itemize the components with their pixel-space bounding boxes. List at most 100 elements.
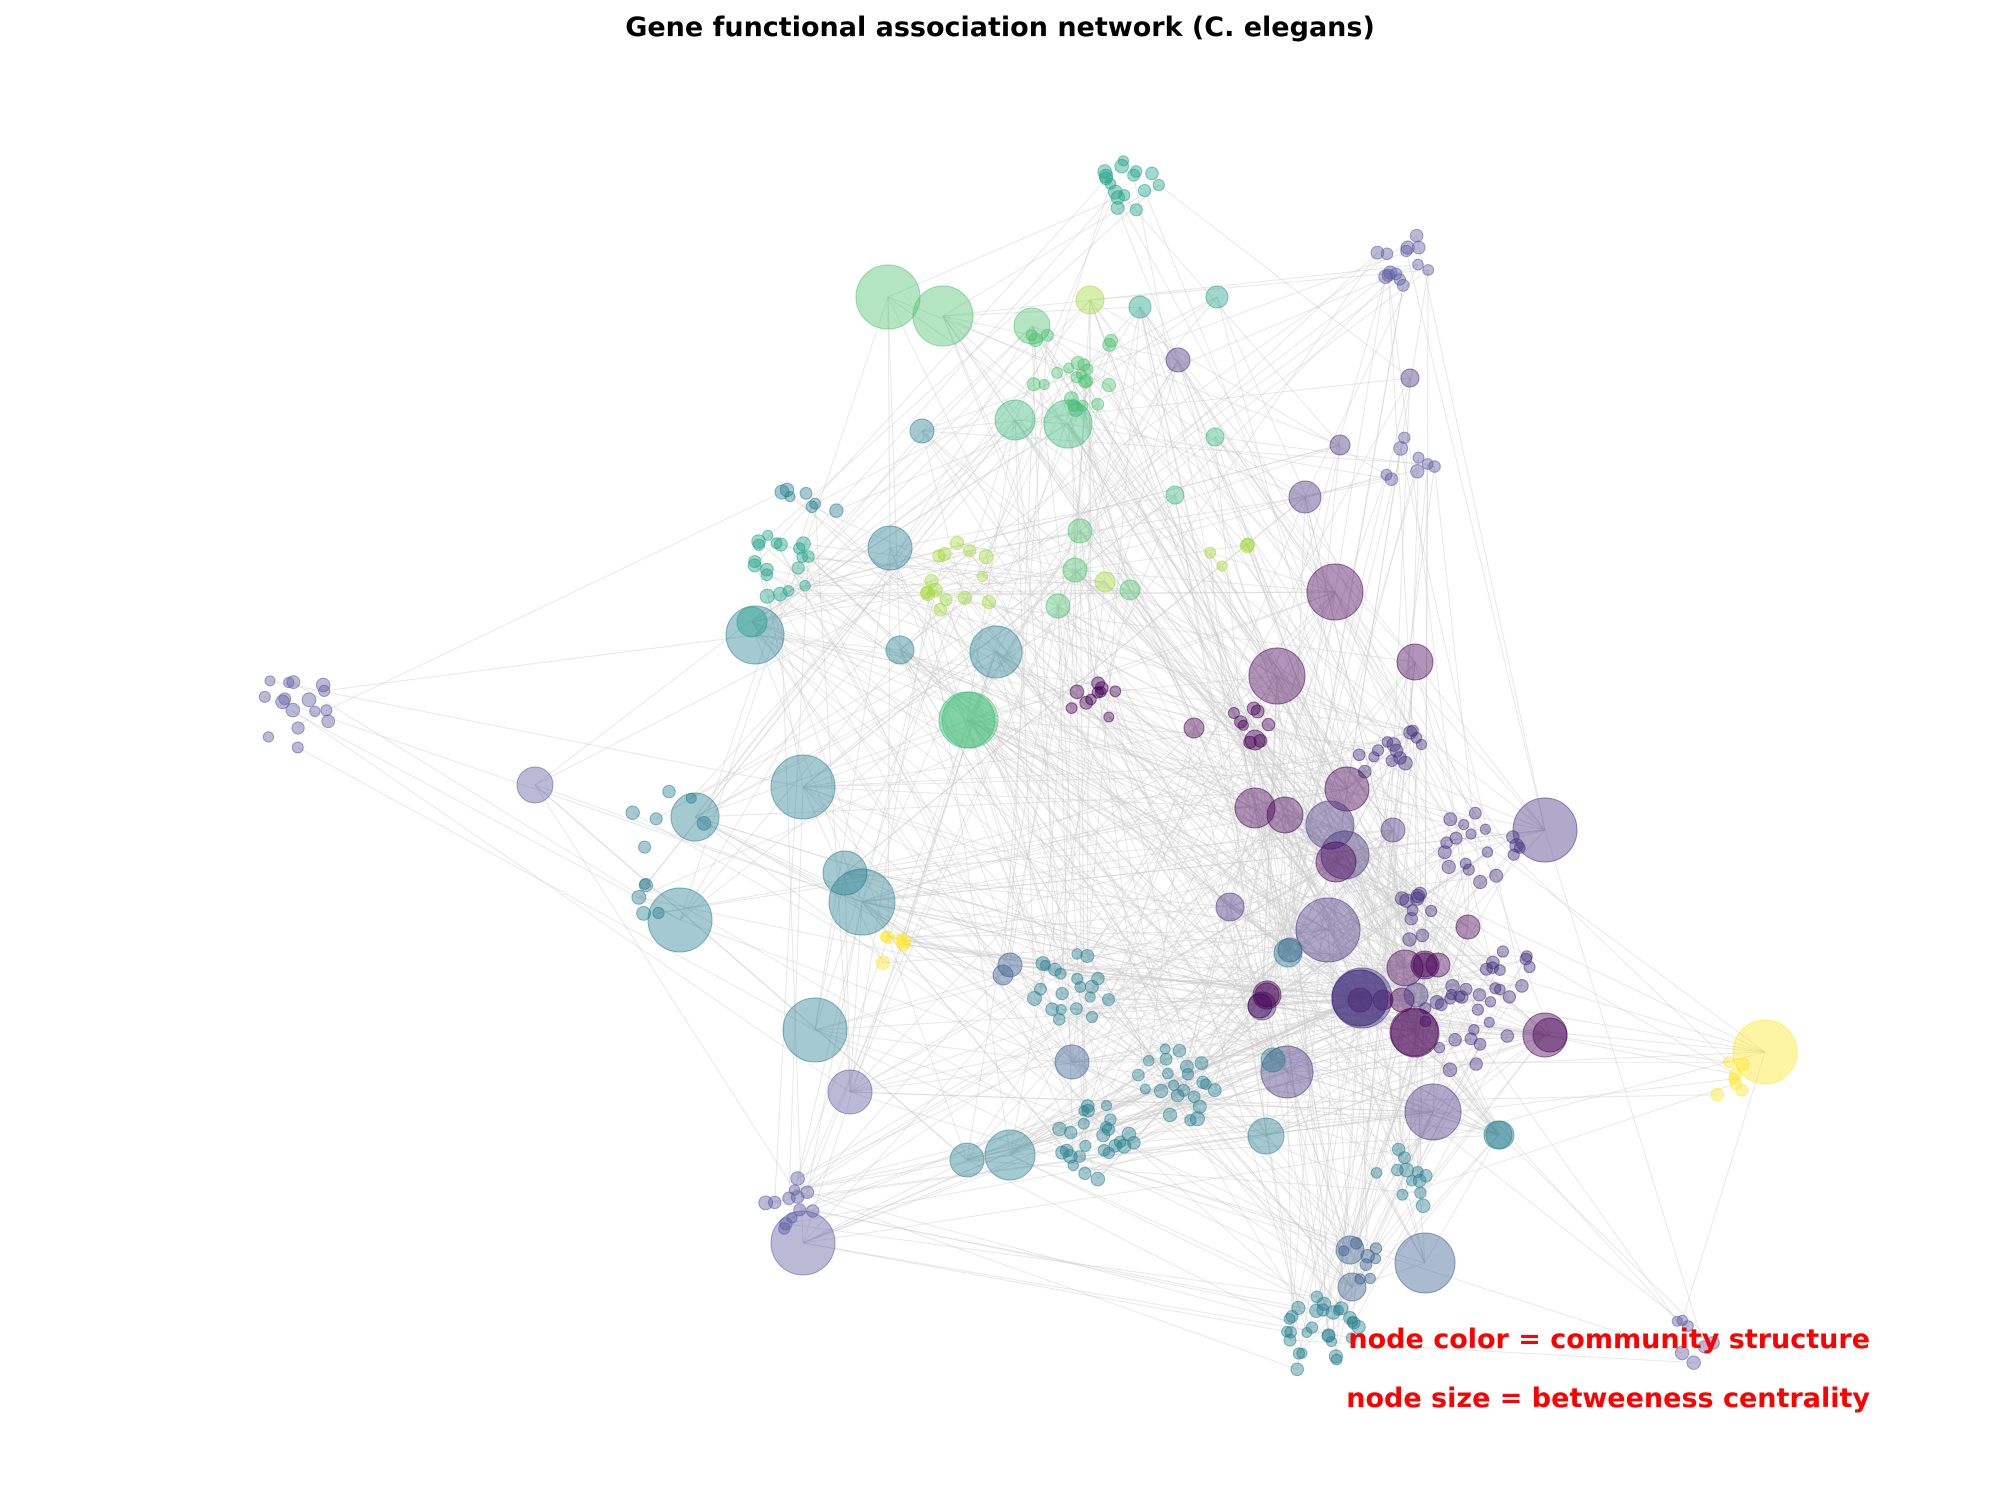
- network-node: [1389, 987, 1415, 1013]
- network-node: [1102, 993, 1115, 1007]
- network-edge: [1375, 1034, 1546, 1249]
- network-edge: [1266, 967, 1406, 996]
- network-node: [1027, 991, 1042, 1006]
- network-edge: [774, 1201, 1353, 1323]
- network-edge: [1254, 807, 1501, 1136]
- network-edge: [1332, 1111, 1434, 1313]
- network-edge: [1009, 964, 1403, 1001]
- network-node: [1102, 337, 1117, 352]
- network-edge: [966, 591, 1336, 1161]
- network-node: [1081, 1103, 1095, 1118]
- network-edge: [899, 609, 941, 651]
- network-node: [1399, 1162, 1414, 1178]
- network-edge: [966, 661, 1416, 1161]
- network-node: [652, 906, 665, 920]
- network-edge: [1289, 997, 1361, 1341]
- network-node: [1393, 273, 1407, 286]
- network-node: [799, 486, 813, 500]
- network-edge: [1412, 910, 1416, 1034]
- network-node: [1484, 996, 1497, 1008]
- network-edge: [1359, 997, 1403, 1001]
- network-node: [1215, 892, 1245, 922]
- network-edge: [802, 436, 1216, 788]
- network-node: [933, 602, 948, 617]
- network-edge: [1242, 675, 1278, 726]
- network-edge: [1286, 744, 1422, 1073]
- network-node: [1051, 366, 1064, 379]
- network-edge: [1437, 881, 1481, 966]
- network-edge: [1133, 952, 1289, 1144]
- network-edge: [1009, 1073, 1189, 1156]
- network-edge: [889, 547, 1348, 790]
- network-edge: [1108, 997, 1361, 1130]
- network-node: [782, 585, 795, 597]
- network-edge: [966, 591, 1336, 721]
- network-edge: [814, 547, 891, 1031]
- network-edge: [1329, 824, 1413, 1181]
- network-edge: [1097, 1005, 1261, 1180]
- network-edge: [1067, 423, 1392, 480]
- network-edge: [1108, 384, 1426, 966]
- network-edge: [1392, 829, 1475, 1030]
- network-edge: [802, 997, 1361, 1244]
- network-edge: [751, 296, 1218, 623]
- network-node: [1496, 945, 1510, 958]
- network-node: [1686, 1355, 1701, 1370]
- network-node: [1671, 1315, 1683, 1327]
- network-edge: [751, 621, 1261, 1007]
- network-edge: [802, 1059, 1274, 1244]
- network-node: [895, 933, 908, 946]
- network-edge: [797, 829, 1394, 1179]
- network-node: [1305, 800, 1355, 850]
- network-edge: [966, 719, 1288, 1073]
- network-edge: [1144, 190, 1375, 758]
- network-node: [1682, 1320, 1694, 1332]
- network-node: [1071, 948, 1083, 960]
- network-node: [1415, 738, 1428, 751]
- network-node: [1396, 278, 1410, 292]
- network-edge: [1359, 996, 1460, 999]
- network-edge: [995, 651, 1423, 936]
- network-edge: [691, 581, 1106, 799]
- network-edge: [1089, 299, 1286, 816]
- network-node: [1277, 937, 1303, 963]
- network-node: [1091, 971, 1105, 986]
- network-edge: [1040, 369, 1089, 990]
- network-edge: [887, 296, 891, 549]
- network-edge: [887, 824, 1331, 938]
- network-edge: [1089, 299, 1387, 476]
- network-edge: [1437, 964, 1481, 1045]
- network-edge: [1467, 926, 1501, 971]
- network-edge: [1335, 269, 1429, 863]
- network-node: [1332, 1304, 1344, 1316]
- network-edge: [1105, 175, 1336, 593]
- network-node: [1320, 830, 1370, 880]
- network-edge: [1009, 842, 1447, 1156]
- network-edge: [811, 506, 1360, 756]
- network-edge: [966, 605, 1059, 1161]
- network-node: [1091, 686, 1104, 699]
- network-edge: [1014, 419, 1439, 966]
- network-edge: [1332, 1264, 1367, 1313]
- network-edge: [1080, 373, 1361, 999]
- network-node: [828, 868, 896, 936]
- network-edge: [1076, 953, 1499, 1136]
- network-edge: [1327, 929, 1406, 969]
- network-edge: [1359, 1044, 1481, 1280]
- network-edge: [964, 597, 1268, 996]
- network-edge: [1486, 968, 1766, 1053]
- network-node: [1283, 1333, 1297, 1347]
- network-edge: [1276, 675, 1422, 745]
- network-edge: [326, 489, 788, 711]
- network-edge: [788, 786, 804, 1199]
- network-node: [768, 1195, 782, 1210]
- network-edge: [1284, 814, 1338, 1360]
- network-edge: [899, 272, 1391, 651]
- network-edge: [995, 651, 1499, 1136]
- network-node: [1078, 1166, 1092, 1181]
- network-node: [1129, 165, 1143, 178]
- network-edge: [1424, 1134, 1499, 1264]
- network-edge: [1067, 423, 1291, 951]
- network-node: [1445, 979, 1460, 994]
- network-edge: [861, 901, 1426, 966]
